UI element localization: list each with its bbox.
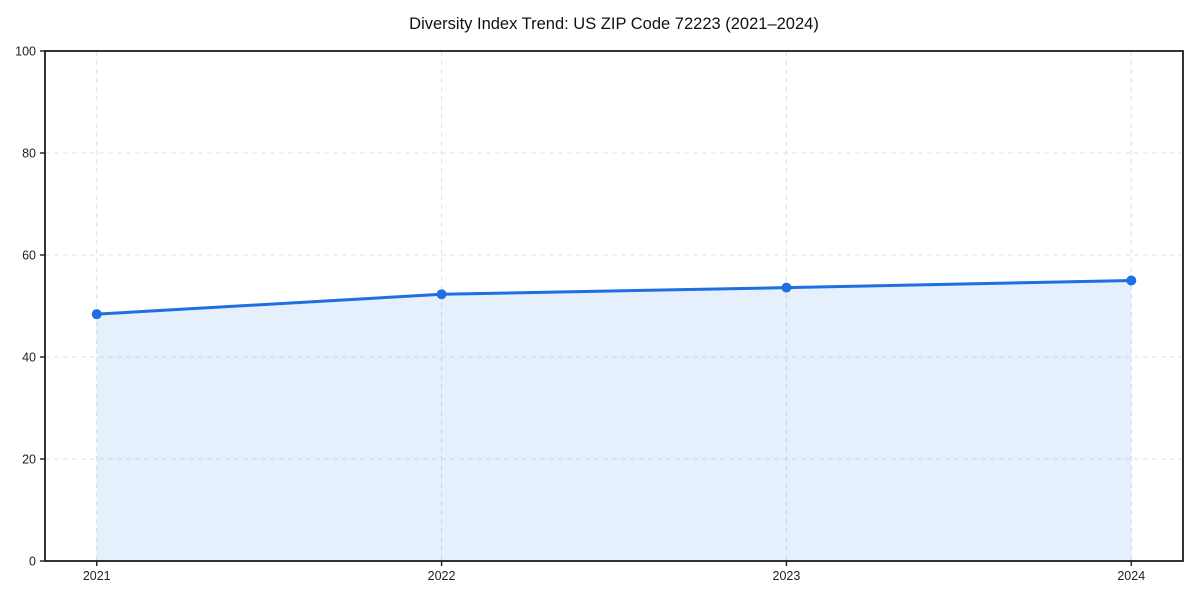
- y-tick-label: 40: [22, 351, 36, 365]
- series-area-fill: [96, 280, 1132, 561]
- y-tick-label: 100: [15, 45, 36, 59]
- y-tick-label: 80: [22, 147, 36, 161]
- y-axis-tick-labels: 0 20 40 60 80 100: [15, 45, 36, 569]
- chart-title: Diversity Index Trend: US ZIP Code 72223…: [409, 15, 819, 33]
- data-point-marker: [436, 289, 447, 300]
- data-point-marker: [91, 309, 102, 320]
- plot-border-spines: [44, 50, 1184, 562]
- y-tick-label: 0: [29, 555, 36, 569]
- x-tick-label: 2021: [83, 569, 111, 583]
- x-tick-label: 2022: [428, 569, 456, 583]
- plot-border: [44, 50, 1184, 562]
- y-tick-label: 20: [22, 453, 36, 467]
- x-axis-tick-labels: 2021 2022 2023 2024: [83, 569, 1145, 583]
- y-tick-label: 60: [22, 249, 36, 263]
- data-point-markers: [91, 275, 1137, 320]
- tick-marks: [40, 50, 1132, 566]
- trend-line: [95, 279, 1133, 316]
- series-line: [95, 279, 1133, 316]
- data-point-marker: [1126, 275, 1137, 286]
- data-point-marker: [781, 282, 792, 293]
- x-tick-label: 2023: [773, 569, 801, 583]
- area-fill: [96, 280, 1132, 561]
- x-tick-label: 2024: [1117, 569, 1145, 583]
